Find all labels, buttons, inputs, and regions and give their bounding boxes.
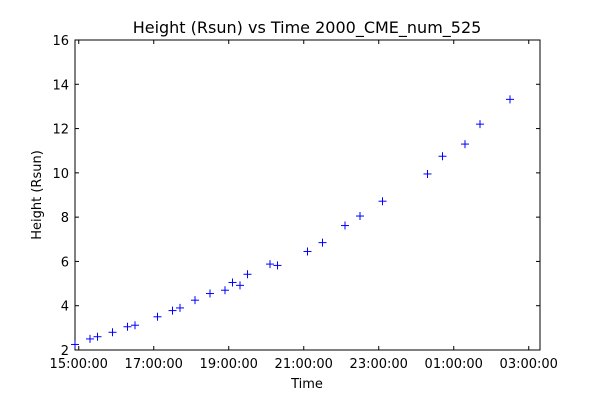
data-point [378,197,387,206]
data-point [318,238,327,247]
data-point [506,95,514,104]
data-point [356,212,364,221]
data-point [303,247,312,256]
data-point [108,328,117,337]
data-point [228,278,237,287]
x-tick-label: 19:00:00 [200,357,258,372]
data-point [266,260,274,269]
data-point [236,281,244,290]
data-point [71,340,79,349]
data-point [123,322,132,331]
data-point [191,296,199,305]
x-axis-label: Time [290,377,323,392]
y-axis-label: Height (Rsun) [30,150,45,240]
data-point [93,332,102,341]
y-tick-label: 10 [52,167,69,182]
data-point [131,321,139,330]
y-tick-label: 14 [52,78,69,93]
y-tick-label: 4 [61,300,69,315]
x-tick-label: 23:00:00 [350,357,408,372]
y-tick-label: 12 [52,123,69,138]
data-point [221,286,229,295]
data-point [438,152,447,161]
data-point [86,334,94,343]
y-tick-label: 6 [61,255,69,270]
data-point [341,221,349,230]
data-point [461,140,469,149]
y-tick-label: 16 [52,34,69,49]
y-tick-label: 2 [61,344,69,359]
x-tick-label: 21:00:00 [275,357,333,372]
data-point [423,169,432,178]
x-axis-ticks: 15:00:00 17:00:00 19:00:00 21:00:00 23:00:00… [50,40,558,372]
data-point [153,312,162,321]
x-tick-label: 15:00:00 [50,357,108,372]
data-point [273,261,282,270]
data-point [168,306,177,315]
data-point [476,120,484,129]
x-tick-label: 01:00:00 [425,357,483,372]
x-tick-label: 03:00:00 [500,357,558,372]
data-points [71,95,514,349]
chart-title: Height (Rsun) vs Time 2000_CME_num_525 [133,18,482,38]
data-point [206,289,214,298]
data-point [176,303,184,312]
y-axis-ticks: 2 4 6 8 10 12 14 16 [52,34,540,359]
y-tick-label: 8 [61,211,69,226]
x-tick-label: 17:00:00 [125,357,183,372]
plot-frame [74,39,541,351]
data-point [243,270,252,279]
